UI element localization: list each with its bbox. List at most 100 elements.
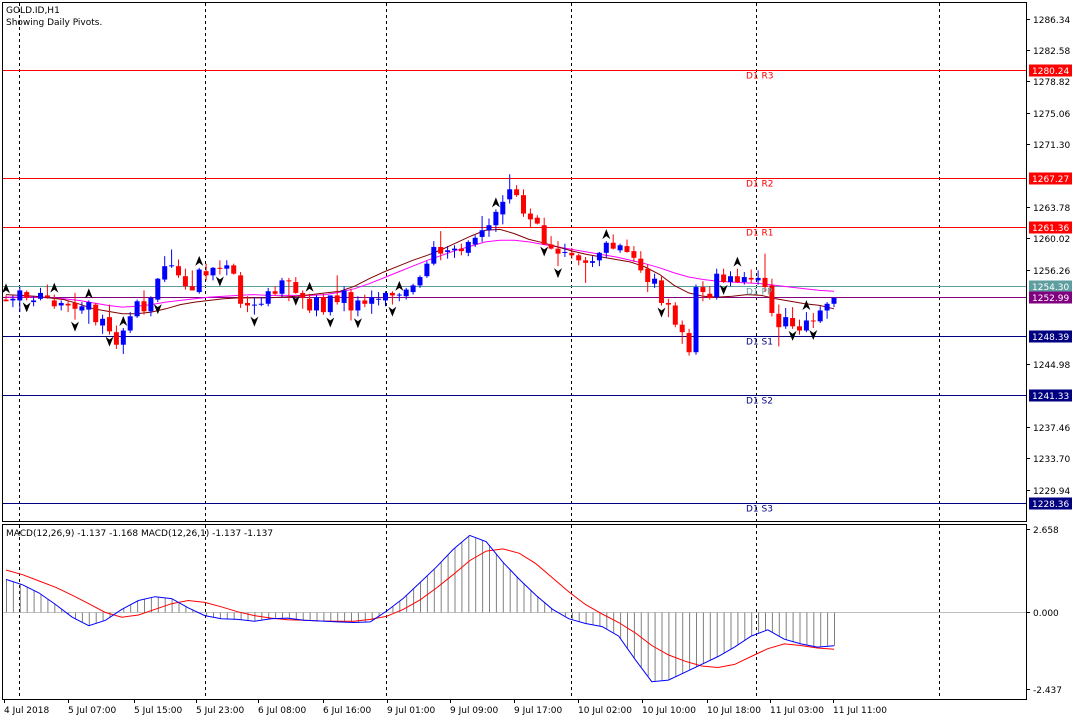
pivot-label: D1 S1 bbox=[746, 338, 773, 348]
fractal-up-arrow bbox=[84, 288, 93, 299]
price-axis-label: 1271.30 bbox=[1033, 141, 1070, 151]
candle-bull bbox=[424, 263, 430, 277]
candle-bear bbox=[624, 246, 630, 252]
candle-bear bbox=[238, 275, 244, 304]
time-axis-label: 6 Jul 08:00 bbox=[258, 706, 307, 716]
fractal-up-arrow bbox=[195, 255, 204, 266]
candle-bear bbox=[700, 287, 706, 293]
time-axis-label: 11 Jul 11:00 bbox=[833, 706, 887, 716]
macd-series bbox=[3, 534, 1026, 683]
pivot-label: D1 S2 bbox=[746, 397, 773, 407]
candle-bull bbox=[410, 285, 416, 293]
price-tag-text: 1228.36 bbox=[1032, 500, 1069, 510]
candle-bear bbox=[182, 276, 188, 287]
candle-bear bbox=[438, 246, 444, 254]
price-axis-label: 1286.34 bbox=[1033, 16, 1070, 26]
current-price-tag-text: 1252.99 bbox=[1032, 294, 1069, 304]
price-panel-frame bbox=[2, 2, 1027, 522]
candle-bear bbox=[527, 213, 533, 220]
candle-bull bbox=[10, 298, 16, 301]
candle-bull bbox=[562, 251, 568, 253]
fractal-up-arrow bbox=[395, 280, 404, 291]
candle-bull bbox=[134, 301, 140, 317]
macd-signal-line bbox=[5, 548, 835, 669]
candle-bear bbox=[300, 292, 306, 298]
candle-bear bbox=[514, 189, 520, 196]
candle-bear bbox=[797, 326, 802, 331]
candle-bear bbox=[113, 332, 119, 345]
price-tag-text: 1261.36 bbox=[1032, 224, 1069, 234]
macd-axis: 2.658 0.000 -2.437 bbox=[1026, 526, 1062, 696]
candle-bull bbox=[617, 245, 623, 251]
candle-bull bbox=[38, 292, 43, 299]
fractal-up-arrow bbox=[2, 283, 10, 294]
candle-bear bbox=[389, 292, 395, 296]
candle-bull bbox=[58, 302, 64, 306]
candle-bear bbox=[231, 265, 237, 274]
time-axis-label: 9 Jul 17:00 bbox=[514, 706, 563, 716]
time-axis-label: 4 Jul 2018 bbox=[4, 706, 49, 716]
candle-bear bbox=[272, 291, 278, 294]
candle-bull bbox=[369, 297, 375, 304]
time-axis-label: 10 Jul 18:00 bbox=[707, 706, 761, 716]
macd-main-line bbox=[5, 534, 835, 683]
candle-bear bbox=[548, 244, 554, 249]
fractal-down-arrow bbox=[22, 302, 31, 313]
candle-bull bbox=[31, 300, 37, 303]
fractal-down-arrow bbox=[540, 246, 549, 257]
time-axis: 4 Jul 2018 5 Jul 07:00 5 Jul 15:00 5 Jul 23… bbox=[4, 699, 887, 716]
fractal-down-arrow bbox=[105, 336, 114, 347]
candle-bear bbox=[686, 333, 692, 353]
candle-bear bbox=[610, 242, 616, 249]
candle-bull bbox=[169, 265, 175, 267]
candle-bear bbox=[521, 195, 526, 214]
candle-bull bbox=[120, 330, 126, 345]
price-axis-label: 1263.78 bbox=[1033, 204, 1070, 214]
time-axis-label: 9 Jul 01:00 bbox=[387, 706, 436, 716]
candle-bear bbox=[334, 295, 340, 303]
candle-bear bbox=[176, 266, 181, 276]
candle-bull bbox=[693, 287, 699, 353]
fractal-down-arrow bbox=[388, 306, 397, 317]
candle-bull bbox=[196, 269, 202, 293]
current-price-tag bbox=[1029, 291, 1072, 304]
time-axis-label: 5 Jul 07:00 bbox=[68, 706, 117, 716]
candle-bear bbox=[65, 303, 71, 306]
candle-bull bbox=[86, 302, 92, 310]
price-axis: 1286.34 1282.58 1278.82 1275.06 1271.30 1263.… bbox=[1026, 16, 1070, 497]
candle-bull bbox=[224, 265, 230, 269]
candle-bull bbox=[403, 289, 409, 297]
candle-bear bbox=[762, 277, 768, 288]
price-axis-label: 1233.70 bbox=[1033, 455, 1070, 465]
candle-bear bbox=[638, 258, 644, 271]
fractal-down-arrow bbox=[788, 330, 797, 341]
pivot-labels: D1 R3 D1 R2 D1 R1 D1 PP D1 S1 D1 S2 D1 S3 bbox=[746, 72, 774, 515]
candle-bear bbox=[631, 251, 637, 258]
candle-bear bbox=[679, 324, 685, 333]
candle-bear bbox=[534, 217, 540, 224]
candle-bull bbox=[652, 278, 658, 284]
candle-bear bbox=[555, 248, 561, 254]
candle-bull bbox=[741, 277, 747, 283]
candle-bull bbox=[817, 310, 823, 322]
macd-axis-label: -2.437 bbox=[1033, 686, 1062, 696]
macd-axis-label: 0.000 bbox=[1033, 609, 1059, 619]
candlestick-series bbox=[3, 174, 837, 356]
candle-bull bbox=[265, 291, 271, 304]
candle-bear bbox=[51, 300, 57, 307]
price-axis-label: 1237.46 bbox=[1033, 424, 1070, 434]
candle-bull bbox=[148, 297, 154, 312]
candle-bull bbox=[417, 277, 423, 286]
price-tag-text: 1248.39 bbox=[1032, 333, 1069, 343]
chart-symbol-title: GOLD.ID,H1 bbox=[6, 6, 60, 16]
candle-bear bbox=[569, 252, 575, 256]
candle-bear bbox=[245, 302, 250, 306]
candle-bear bbox=[107, 317, 112, 332]
price-tag-text: 1280.24 bbox=[1032, 67, 1069, 77]
macd-indicator-label: MACD(12,26,9) -1.137 -1.168 MACD(12,26,1… bbox=[6, 529, 273, 539]
candle-bull bbox=[79, 306, 85, 311]
fractal-up-arrow bbox=[50, 282, 59, 293]
candle-bull bbox=[500, 201, 506, 215]
candle-bull bbox=[210, 267, 216, 276]
